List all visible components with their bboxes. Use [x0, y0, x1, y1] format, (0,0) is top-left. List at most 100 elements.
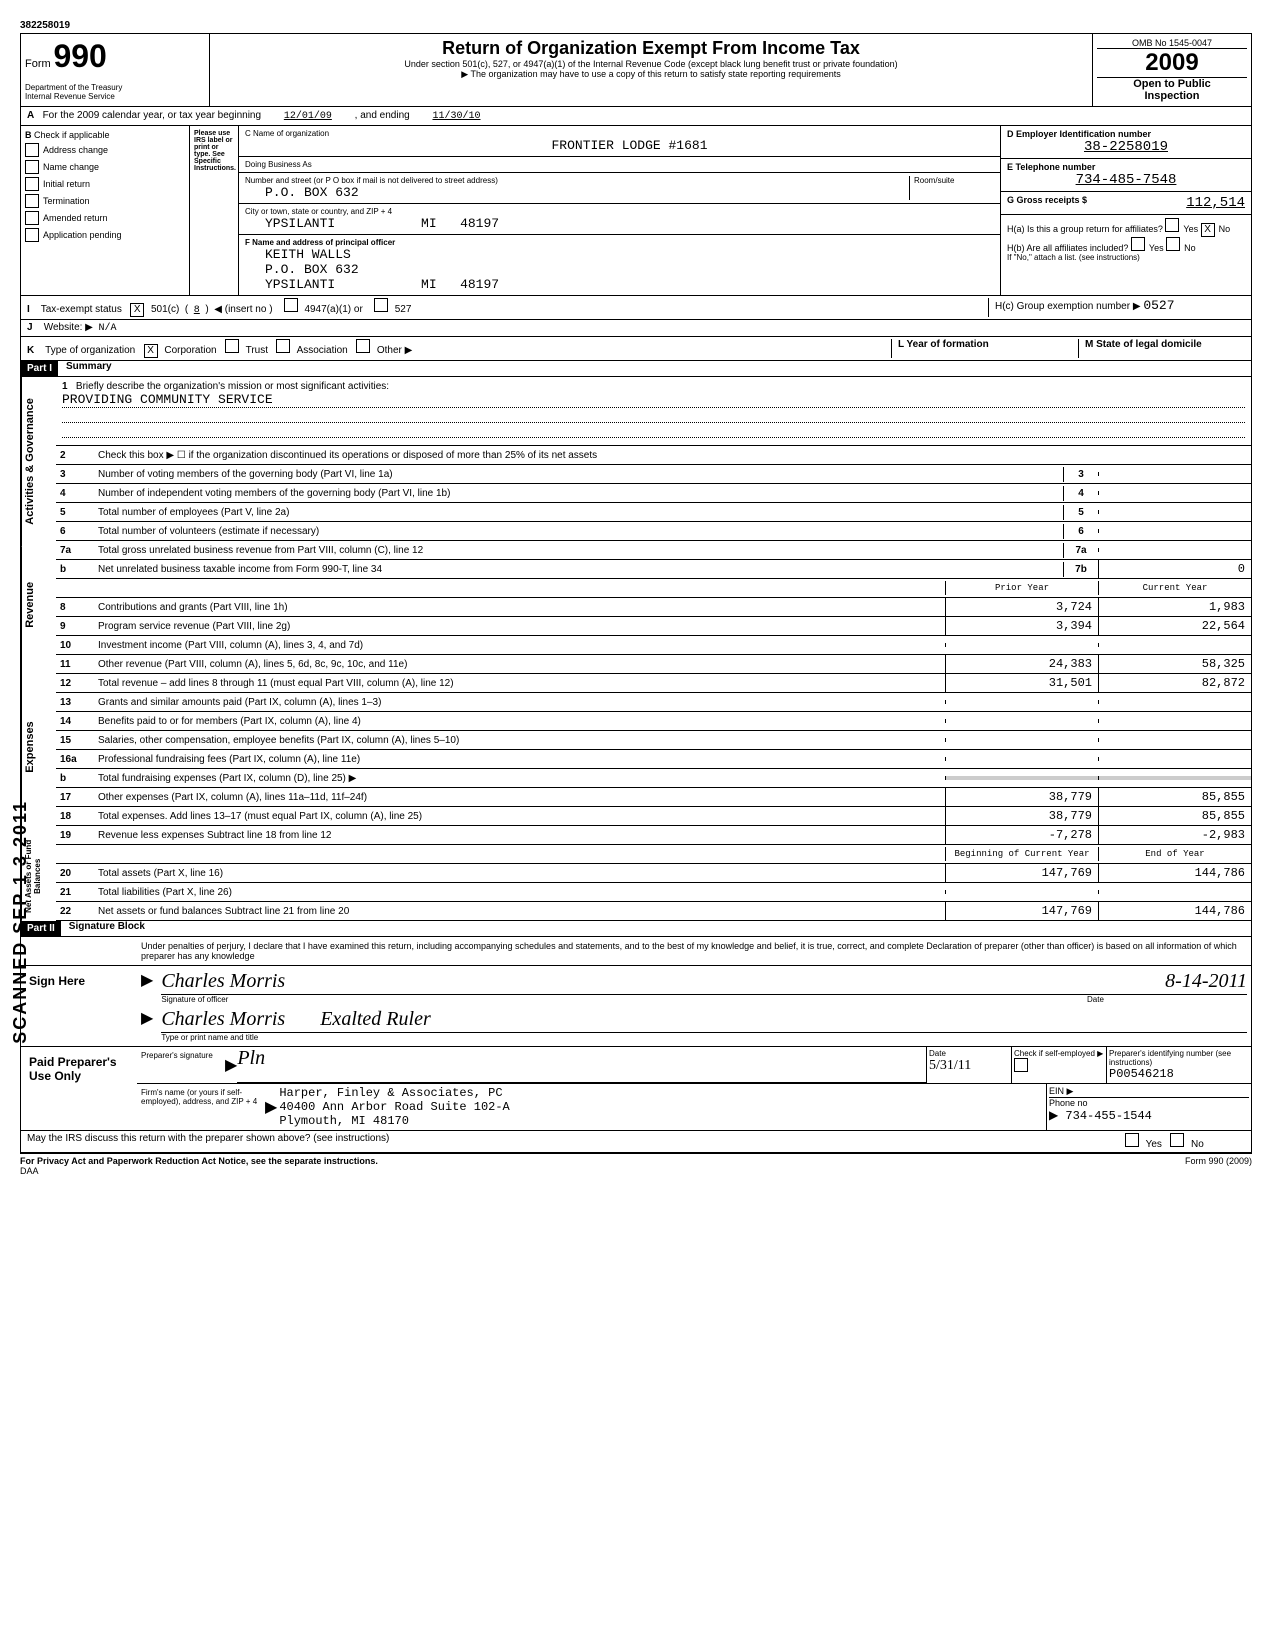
current-val	[1098, 700, 1251, 704]
prior-val: 38,779	[945, 788, 1098, 806]
part1-header-row: Part I Summary	[21, 361, 1251, 377]
checkbox-icon[interactable]: X	[144, 344, 158, 358]
opt2: 4947(a)(1) or	[304, 304, 362, 315]
dotted-line	[62, 408, 1245, 423]
begin-date: 12/01/09	[264, 111, 352, 122]
g-label: G Gross receipts $	[1007, 195, 1186, 211]
ha-label: H(a) Is this a group return for affiliat…	[1007, 224, 1163, 234]
line-text: Total expenses. Add lines 13–17 (must eq…	[94, 809, 945, 824]
subtitle-1: Under section 501(c), 527, or 4947(a)(1)…	[214, 59, 1088, 69]
checkbox-icon[interactable]	[276, 339, 290, 353]
firm-name: Harper, Finley & Associates, PC	[279, 1086, 1044, 1100]
firm-street: 40400 Ann Arbor Road Suite 102-A	[279, 1100, 1044, 1114]
checkbox-icon[interactable]	[25, 177, 39, 191]
table-row: 5 Total number of employees (Part V, lin…	[56, 503, 1251, 522]
row-k: K Type of organization X Corporation Tru…	[21, 337, 1251, 361]
f-zip: 48197	[460, 277, 499, 292]
checkbox-icon[interactable]	[284, 298, 298, 312]
prior-val	[945, 757, 1098, 761]
date-label: Date	[1087, 995, 1247, 1004]
checkbox-icon[interactable]: X	[1201, 223, 1215, 237]
printed-name-val: Charles Morris	[161, 1008, 285, 1030]
current-val: 85,855	[1098, 807, 1251, 825]
table-row: 6 Total number of volunteers (estimate i…	[56, 522, 1251, 541]
org-street: P.O. BOX 632	[245, 185, 909, 200]
line-num: 17	[56, 790, 94, 805]
line-text: Revenue less expenses Subtract line 18 f…	[94, 828, 945, 843]
line-text: Program service revenue (Part VIII, line…	[94, 619, 945, 634]
checkbox-icon[interactable]	[1125, 1133, 1139, 1147]
c-name-row: C Name of organization FRONTIER LODGE #1…	[239, 126, 1000, 157]
checkbox-icon[interactable]	[1170, 1133, 1184, 1147]
line-num: 15	[56, 733, 94, 748]
m-label: M State of legal domicile	[1085, 339, 1202, 350]
mission-text: PROVIDING COMMUNITY SERVICE	[62, 392, 1245, 408]
cb-label: Application pending	[43, 230, 122, 240]
checkbox-icon[interactable]	[1131, 237, 1145, 251]
line-num: 18	[56, 809, 94, 824]
c-name-label: C Name of organization	[245, 129, 994, 138]
current-val	[1098, 738, 1251, 742]
firm-city: Plymouth, MI 48170	[279, 1114, 1044, 1128]
checkbox-icon[interactable]	[356, 339, 370, 353]
doc-id: 382258019	[20, 20, 1252, 31]
paid-right: Preparer's signature ▶ Pln Date 5/31/11 …	[137, 1047, 1251, 1130]
e-label: E Telephone number	[1007, 162, 1245, 172]
checkbox-icon[interactable]	[25, 143, 39, 157]
line-val	[1098, 548, 1251, 552]
org-name: FRONTIER LODGE #1681	[245, 138, 994, 153]
firm-label: Firm's name (or yours if self-employed),…	[137, 1084, 265, 1130]
line-2: 2 Check this box ▶ ☐ if the organization…	[56, 445, 1251, 465]
current-val: 22,564	[1098, 617, 1251, 635]
checkbox-icon[interactable]	[374, 298, 388, 312]
row-a-tax-year: A For the 2009 calendar year, or tax yea…	[21, 107, 1251, 126]
line-num: 5	[56, 505, 94, 520]
insert-label: ◀ (insert no )	[214, 304, 272, 315]
ptin: P00546218	[1109, 1067, 1249, 1081]
b-header: Check if applicable	[34, 130, 110, 140]
checkbox-icon[interactable]	[25, 194, 39, 208]
line-num: 21	[56, 885, 94, 900]
prior-val: 31,501	[945, 674, 1098, 692]
hb-note: If "No," attach a list. (see instruction…	[1007, 253, 1245, 262]
line-text: Total fundraising expenses (Part IX, col…	[94, 771, 945, 786]
checkbox-icon[interactable]: X	[130, 303, 144, 317]
line-box: 7b	[1063, 562, 1098, 577]
inspection: Inspection	[1097, 90, 1247, 102]
j-label: Website: ▶	[44, 322, 93, 333]
table-row: 4 Number of independent voting members o…	[56, 484, 1251, 503]
room-label: Room/suite	[914, 176, 994, 185]
date-label: Date	[929, 1049, 1009, 1058]
preparer-signature: Pln	[237, 1047, 926, 1083]
ein-value: 38-2258019	[1007, 139, 1245, 155]
current-val: 82,872	[1098, 674, 1251, 692]
checkbox-icon[interactable]	[25, 228, 39, 242]
table-row: 8 Contributions and grants (Part VIII, l…	[56, 598, 1251, 617]
current-val	[1098, 776, 1251, 780]
checkbox-icon[interactable]	[225, 339, 239, 353]
line-val: 0	[1098, 560, 1251, 578]
officer-street: P.O. BOX 632	[245, 262, 994, 277]
ein-label: EIN ▶	[1049, 1086, 1249, 1098]
k-corp: Corporation	[164, 345, 216, 356]
cb-label: Address change	[43, 145, 108, 155]
header-right: OMB No 1545-0047 2009 Open to Public Ins…	[1093, 34, 1251, 106]
table-row: 13 Grants and similar amounts paid (Part…	[56, 693, 1251, 712]
checkbox-icon[interactable]	[1166, 237, 1180, 251]
phone-label: Phone no	[1049, 1098, 1249, 1108]
checkbox-icon[interactable]	[25, 160, 39, 174]
end-year-header: End of Year	[1098, 847, 1251, 861]
zip: 48197	[460, 216, 499, 231]
blank	[94, 852, 945, 856]
checkbox-icon[interactable]	[1165, 218, 1179, 232]
prior-val: 3,394	[945, 617, 1098, 635]
form-footer: Form 990 (2009)	[1185, 1156, 1252, 1176]
hc-label: H(c) Group exemption number ▶	[995, 301, 1141, 312]
sign-here-row: Sign Here ▶ Charles Morris Signature of …	[21, 966, 1251, 1047]
checkbox-icon[interactable]	[1014, 1058, 1028, 1072]
checkbox-icon[interactable]	[25, 211, 39, 225]
arrow-icon: ▶	[141, 970, 153, 1004]
line-text: Number of voting members of the governin…	[94, 467, 1063, 482]
please-label: Please use IRS label or print or type. S…	[190, 126, 239, 295]
line-num: b	[56, 562, 94, 577]
